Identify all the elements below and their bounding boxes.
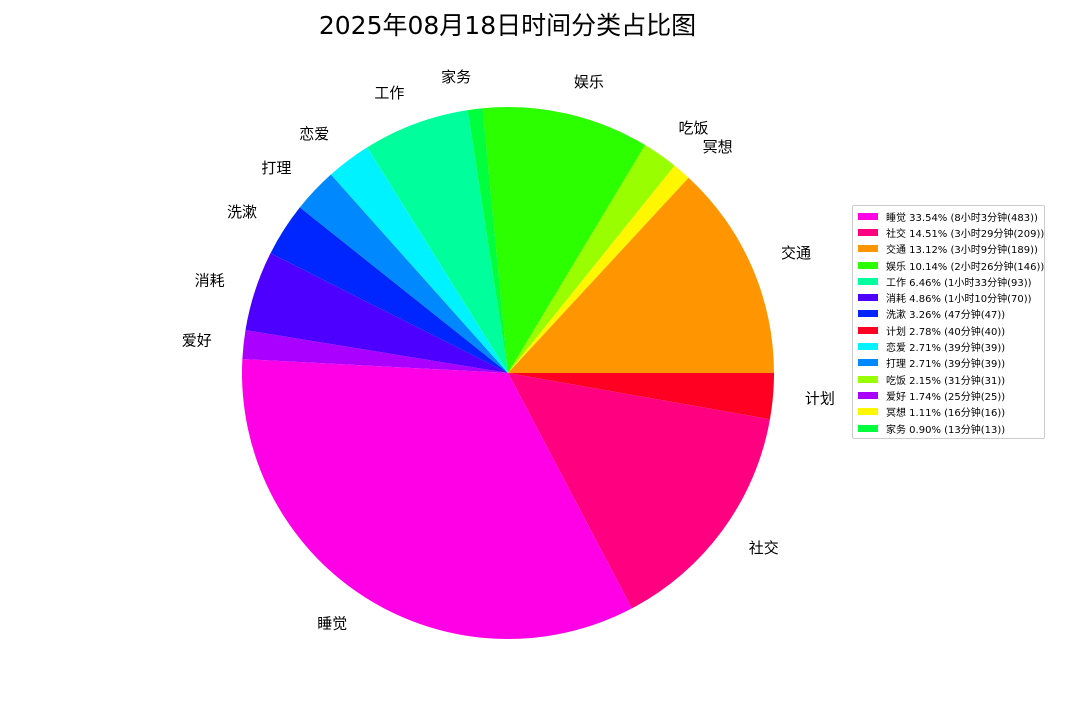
pie-slice <box>508 373 770 609</box>
legend-label: 消耗 4.86% (1小时10分钟(70)) <box>886 294 1032 306</box>
slice-label: 恋爱 <box>299 125 329 143</box>
pie-slice <box>330 147 508 373</box>
slice-label: 洗漱 <box>227 203 257 221</box>
slice-label: 冥想 <box>703 138 733 156</box>
pie-slice <box>508 373 774 420</box>
legend-item: 工作 6.46% (1小时33分钟(93)) <box>853 273 1044 289</box>
slice-label: 睡觉 <box>317 614 347 632</box>
legend-label: 冥想 1.11% (16分钟(16)) <box>886 408 1006 420</box>
pie-slice <box>508 165 689 373</box>
slice-label: 工作 <box>374 84 404 102</box>
legend-swatch <box>858 343 878 351</box>
slice-label: 家务 <box>441 68 471 86</box>
pie-slice <box>270 207 508 373</box>
legend-item: 打理 2.71% (39分钟(39)) <box>853 355 1044 371</box>
pie-slice <box>242 330 508 373</box>
legend-swatch <box>858 228 878 236</box>
pie-slices <box>242 107 774 640</box>
pie-slice <box>508 177 774 373</box>
legend-item: 恋爱 2.71% (39分钟(39)) <box>853 338 1044 354</box>
slice-label: 计划 <box>805 389 835 407</box>
legend-item: 家务 0.90% (13分钟(13)) <box>853 420 1044 436</box>
legend-item: 娱乐 10.14% (2小时26分钟(146)) <box>853 257 1044 273</box>
pie-slice <box>482 107 646 374</box>
pie-slice <box>508 145 675 373</box>
pie-slice <box>367 110 508 374</box>
legend-item: 爱好 1.74% (25分钟(25)) <box>853 387 1044 403</box>
pie-slice <box>467 108 508 373</box>
legend-item: 社交 14.51% (3小时29分钟(209)) <box>853 224 1044 240</box>
legend-swatch <box>858 359 878 367</box>
pie-slice <box>299 174 508 373</box>
legend-swatch <box>858 375 878 383</box>
legend-item: 睡觉 33.54% (8小时3分钟(483)) <box>853 208 1044 224</box>
legend-item: 消耗 4.86% (1小时10分钟(70)) <box>853 289 1044 305</box>
legend-item: 吃饭 2.15% (31分钟(31)) <box>853 371 1044 387</box>
legend-swatch <box>858 277 878 285</box>
slice-label: 吃饭 <box>678 119 708 137</box>
legend-label: 吃饭 2.15% (31分钟(31)) <box>886 375 1006 387</box>
legend-item: 洗漱 3.26% (47分钟(47)) <box>853 306 1044 322</box>
legend-label: 娱乐 10.14% (2小时26分钟(146)) <box>886 261 1045 273</box>
legend-label: 打理 2.71% (39分钟(39)) <box>886 359 1006 371</box>
legend-label: 工作 6.46% (1小时33分钟(93)) <box>886 277 1032 289</box>
legend-label: 社交 14.51% (3小时29分钟(209)) <box>886 228 1045 240</box>
legend-label: 交通 13.12% (3小时9分钟(189)) <box>886 245 1038 257</box>
legend-swatch <box>858 408 878 416</box>
pie-slice <box>245 253 508 373</box>
legend-label: 恋爱 2.71% (39分钟(39)) <box>886 343 1006 355</box>
legend-swatch <box>858 212 878 220</box>
legend-item: 计划 2.78% (40分钟(40)) <box>853 322 1044 338</box>
legend-swatch <box>858 261 878 269</box>
legend-swatch <box>858 391 878 399</box>
slice-label: 娱乐 <box>574 73 604 91</box>
legend-item: 冥想 1.11% (16分钟(16)) <box>853 404 1044 420</box>
slice-label: 消耗 <box>195 271 225 289</box>
legend-label: 爱好 1.74% (25分钟(25)) <box>886 391 1006 403</box>
slice-label: 社交 <box>749 539 779 557</box>
chart-title: 2025年08月18日时间分类占比图 <box>318 11 697 40</box>
legend-swatch <box>858 424 878 432</box>
legend-label: 洗漱 3.26% (47分钟(47)) <box>886 310 1006 322</box>
legend-swatch <box>858 245 878 253</box>
legend-swatch <box>858 294 878 302</box>
legend-label: 睡觉 33.54% (8小时3分钟(483)) <box>886 212 1038 224</box>
slice-label: 爱好 <box>182 332 212 350</box>
legend-swatch <box>858 326 878 334</box>
legend-item: 交通 13.12% (3小时9分钟(189)) <box>853 241 1044 257</box>
legend-label: 计划 2.78% (40分钟(40)) <box>886 326 1006 338</box>
pie-slice <box>242 359 632 640</box>
slice-label: 交通 <box>781 244 811 262</box>
legend-swatch <box>858 310 878 318</box>
legend-label: 家务 0.90% (13分钟(13)) <box>886 424 1006 436</box>
legend: 睡觉 33.54% (8小时3分钟(483)) 社交 14.51% (3小时29分… <box>852 205 1045 440</box>
slice-label: 打理 <box>261 159 291 177</box>
